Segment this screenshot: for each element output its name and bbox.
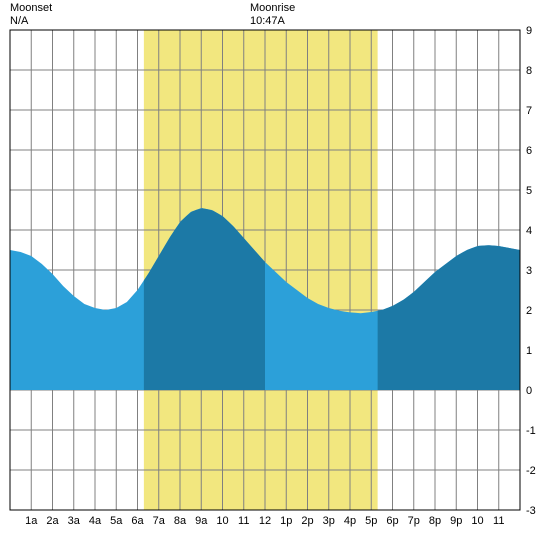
- svg-text:9: 9: [526, 25, 532, 37]
- svg-text:5p: 5p: [365, 515, 377, 527]
- svg-text:6: 6: [526, 145, 532, 157]
- svg-text:-3: -3: [526, 505, 536, 517]
- svg-text:-2: -2: [526, 465, 536, 477]
- svg-text:5: 5: [526, 185, 532, 197]
- svg-text:10: 10: [471, 515, 483, 527]
- svg-text:5a: 5a: [110, 515, 123, 527]
- svg-text:2p: 2p: [301, 515, 313, 527]
- moonrise-block: Moonrise 10:47A: [250, 2, 295, 28]
- svg-text:3a: 3a: [68, 515, 81, 527]
- svg-text:0: 0: [526, 385, 532, 397]
- svg-text:7: 7: [526, 105, 532, 117]
- moonrise-label: Moonrise: [250, 2, 295, 15]
- moonset-value: N/A: [10, 15, 52, 28]
- svg-text:-1: -1: [526, 425, 536, 437]
- svg-text:11: 11: [238, 515, 249, 527]
- svg-text:8: 8: [526, 65, 532, 77]
- svg-text:9p: 9p: [450, 515, 462, 527]
- svg-text:9a: 9a: [195, 515, 208, 527]
- svg-text:4a: 4a: [89, 515, 102, 527]
- moonset-block: Moonset N/A: [10, 2, 52, 28]
- svg-text:4: 4: [526, 225, 532, 237]
- svg-text:6p: 6p: [386, 515, 398, 527]
- svg-text:2a: 2a: [46, 515, 59, 527]
- svg-text:8a: 8a: [174, 515, 187, 527]
- svg-text:1a: 1a: [25, 515, 38, 527]
- svg-text:7a: 7a: [153, 515, 166, 527]
- svg-text:8p: 8p: [429, 515, 441, 527]
- moonrise-value: 10:47A: [250, 15, 295, 28]
- moonset-label: Moonset: [10, 2, 52, 15]
- svg-text:2: 2: [526, 305, 532, 317]
- chart-svg: 1a2a3a4a5a6a7a8a9a1011121p2p3p4p5p6p7p8p…: [0, 0, 550, 550]
- svg-text:7p: 7p: [408, 515, 420, 527]
- svg-text:12: 12: [259, 515, 271, 527]
- svg-text:1: 1: [526, 345, 532, 357]
- svg-text:6a: 6a: [131, 515, 144, 527]
- svg-text:4p: 4p: [344, 515, 356, 527]
- svg-text:3: 3: [526, 265, 532, 277]
- svg-text:3p: 3p: [323, 515, 335, 527]
- svg-text:11: 11: [493, 515, 504, 527]
- svg-text:1p: 1p: [280, 515, 292, 527]
- svg-text:10: 10: [216, 515, 228, 527]
- tide-chart: Moonset N/A Moonrise 10:47A 1a 2a 3a 4a 5a 6a…: [0, 0, 550, 550]
